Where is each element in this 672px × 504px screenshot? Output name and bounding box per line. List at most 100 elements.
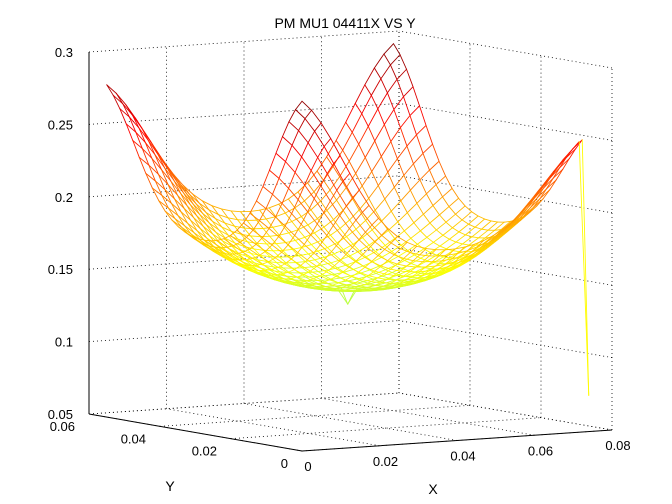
mesh-segment xyxy=(336,236,347,244)
mesh-segment xyxy=(487,221,499,231)
mesh-segment xyxy=(282,121,290,138)
mesh-segment xyxy=(383,109,395,125)
mesh-segment xyxy=(174,218,185,227)
mesh-segment xyxy=(304,261,313,268)
mesh-segment xyxy=(434,260,443,267)
mesh-segment xyxy=(227,234,236,244)
mesh-segment xyxy=(457,250,468,254)
axes xyxy=(88,52,613,452)
mesh-segment xyxy=(170,202,179,216)
mesh-segment xyxy=(324,275,332,280)
mesh-segment xyxy=(177,215,188,224)
mesh-segment xyxy=(186,205,195,219)
mesh-segment xyxy=(302,284,314,289)
mesh-segment xyxy=(348,160,357,174)
mesh-segment xyxy=(371,171,379,187)
mesh-segment xyxy=(239,259,250,266)
mesh-segment xyxy=(471,211,479,217)
mesh-segment xyxy=(448,231,460,240)
mesh-segment xyxy=(245,259,257,266)
mesh-segment xyxy=(167,207,176,219)
mesh-segment xyxy=(432,234,444,243)
mesh-segment xyxy=(397,212,408,223)
mesh-segment xyxy=(419,169,430,181)
mesh-segment xyxy=(325,271,337,277)
mesh-segment xyxy=(484,229,496,239)
mesh-segment xyxy=(341,284,350,288)
mesh-segment xyxy=(239,236,247,243)
mesh-segment xyxy=(147,140,159,155)
mesh-segment xyxy=(298,253,309,257)
mesh-segment xyxy=(339,259,348,266)
mesh-segment xyxy=(249,209,261,212)
mesh-segment xyxy=(317,271,326,277)
mesh-segment xyxy=(220,208,229,219)
mesh-segment xyxy=(164,210,173,221)
mesh-segment xyxy=(490,220,499,223)
mesh-segment xyxy=(260,255,271,258)
mesh-segment xyxy=(399,54,407,70)
mesh-segment xyxy=(183,225,195,234)
side-wall-grid-line xyxy=(398,103,613,141)
mesh-segment xyxy=(196,215,207,225)
mesh-segment xyxy=(358,271,369,277)
mesh-segment xyxy=(380,260,389,267)
mesh-segment xyxy=(338,279,346,284)
mesh-segment xyxy=(421,273,433,276)
mesh-segment xyxy=(208,222,220,231)
mesh-segment xyxy=(259,220,270,229)
mesh-segment xyxy=(211,205,222,210)
mesh-segment xyxy=(278,161,286,179)
mesh-segment xyxy=(397,250,409,257)
mesh-segment xyxy=(221,226,232,232)
mesh-segment xyxy=(308,272,316,278)
mesh-segment xyxy=(265,208,277,218)
mesh-segment xyxy=(468,215,479,225)
mesh-segment xyxy=(384,248,395,256)
mesh-segment xyxy=(349,209,360,221)
mesh-segment xyxy=(422,255,430,263)
mesh-segment xyxy=(420,257,428,262)
mesh-segment xyxy=(206,244,218,253)
mesh-segment xyxy=(205,211,213,222)
mesh-segment xyxy=(122,103,133,116)
mesh-segment xyxy=(333,163,344,182)
mesh-segment xyxy=(438,254,449,257)
mesh-segment xyxy=(190,219,201,229)
mesh-segment xyxy=(288,187,299,201)
mesh-segment xyxy=(282,136,293,146)
mesh-segment xyxy=(161,169,169,185)
mesh-segment xyxy=(277,266,289,273)
mesh-segment xyxy=(442,187,453,198)
mesh-segment xyxy=(382,275,390,279)
mesh-segment xyxy=(425,124,433,145)
mesh-segment xyxy=(297,182,308,193)
mesh-segment xyxy=(373,67,382,80)
mesh-segment xyxy=(406,212,415,224)
mesh-segment xyxy=(351,246,363,256)
mesh-segment xyxy=(311,266,319,273)
mesh-segment xyxy=(385,279,396,284)
mesh-segment xyxy=(327,269,335,275)
mesh-segment xyxy=(441,254,449,262)
mesh-segment xyxy=(454,257,465,263)
mesh-segment xyxy=(141,148,153,159)
mesh-segment xyxy=(303,191,315,202)
mesh-segment xyxy=(288,121,299,132)
mesh-segment xyxy=(365,231,376,243)
mesh-segment xyxy=(272,226,280,236)
mesh-segment xyxy=(255,263,263,266)
mesh-segment xyxy=(361,185,370,199)
mesh-segment xyxy=(399,279,407,284)
mesh-segment xyxy=(298,130,309,144)
mesh-segment xyxy=(272,193,283,204)
mesh-segment xyxy=(301,267,310,273)
mesh-segment xyxy=(452,227,460,233)
mesh-segment xyxy=(319,271,327,277)
mesh-segment xyxy=(170,180,182,194)
mesh-segment xyxy=(223,235,231,240)
mesh-segment xyxy=(419,222,431,232)
mesh-segment xyxy=(494,221,505,231)
mesh-segment xyxy=(455,213,463,221)
mesh-segment xyxy=(304,232,315,238)
